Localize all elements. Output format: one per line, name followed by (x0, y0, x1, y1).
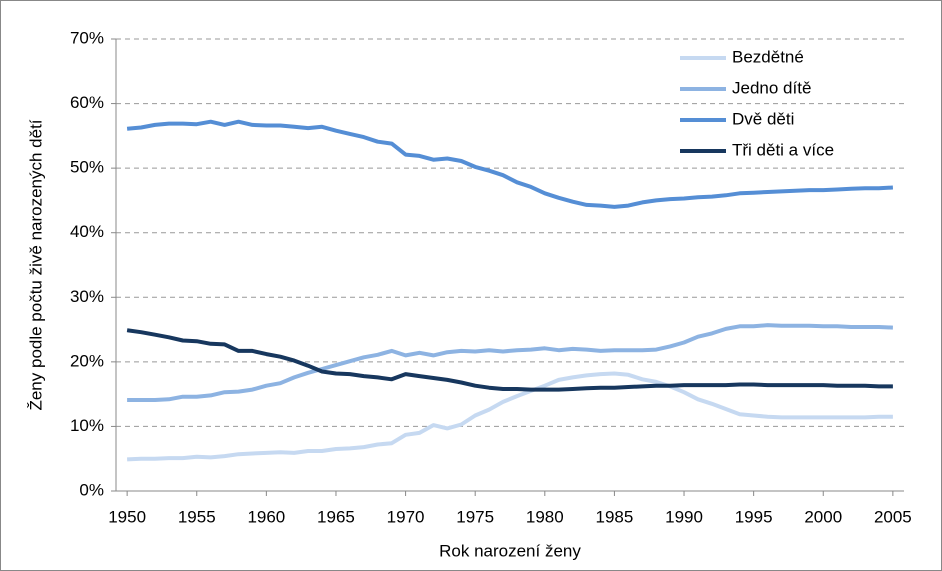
y-tick-label: 30% (70, 287, 104, 306)
x-tick-label: 1995 (735, 507, 773, 526)
x-tick-label: 1985 (596, 507, 634, 526)
x-tick-label: 1960 (247, 507, 285, 526)
x-tick-label: 1975 (456, 507, 494, 526)
y-tick-label: 60% (70, 93, 104, 112)
series-line (126, 119, 893, 209)
series-line (127, 323, 893, 402)
y-tick-label: 50% (70, 158, 104, 177)
x-tick-label: 2000 (804, 507, 842, 526)
x-tick-label: 1970 (387, 507, 425, 526)
series-line (126, 328, 893, 392)
y-tick-label: 10% (70, 416, 104, 435)
x-tick-label: 1990 (665, 507, 703, 526)
x-tick-label: 1955 (178, 507, 216, 526)
legend-label: Bezdětné (732, 47, 804, 66)
y-tick-label: 0% (79, 480, 104, 499)
x-tick-label: 2005 (874, 507, 912, 526)
x-tick-label: 1980 (526, 507, 564, 526)
x-axis-label: Rok narození ženy (439, 541, 581, 560)
legend-label: Tři děti a více (732, 140, 834, 159)
y-tick-label: 40% (70, 222, 104, 241)
legend-label: Dvě děti (732, 109, 794, 128)
y-tick-label: 70% (70, 28, 104, 47)
series-line (127, 371, 893, 462)
y-axis-label: Ženy podle počtu živě narozených dětí (26, 119, 45, 410)
x-tick-label: 1965 (317, 507, 355, 526)
x-tick-label: 1950 (108, 507, 146, 526)
legend-label: Jedno dítě (732, 78, 811, 97)
y-tick-label: 20% (70, 351, 104, 370)
